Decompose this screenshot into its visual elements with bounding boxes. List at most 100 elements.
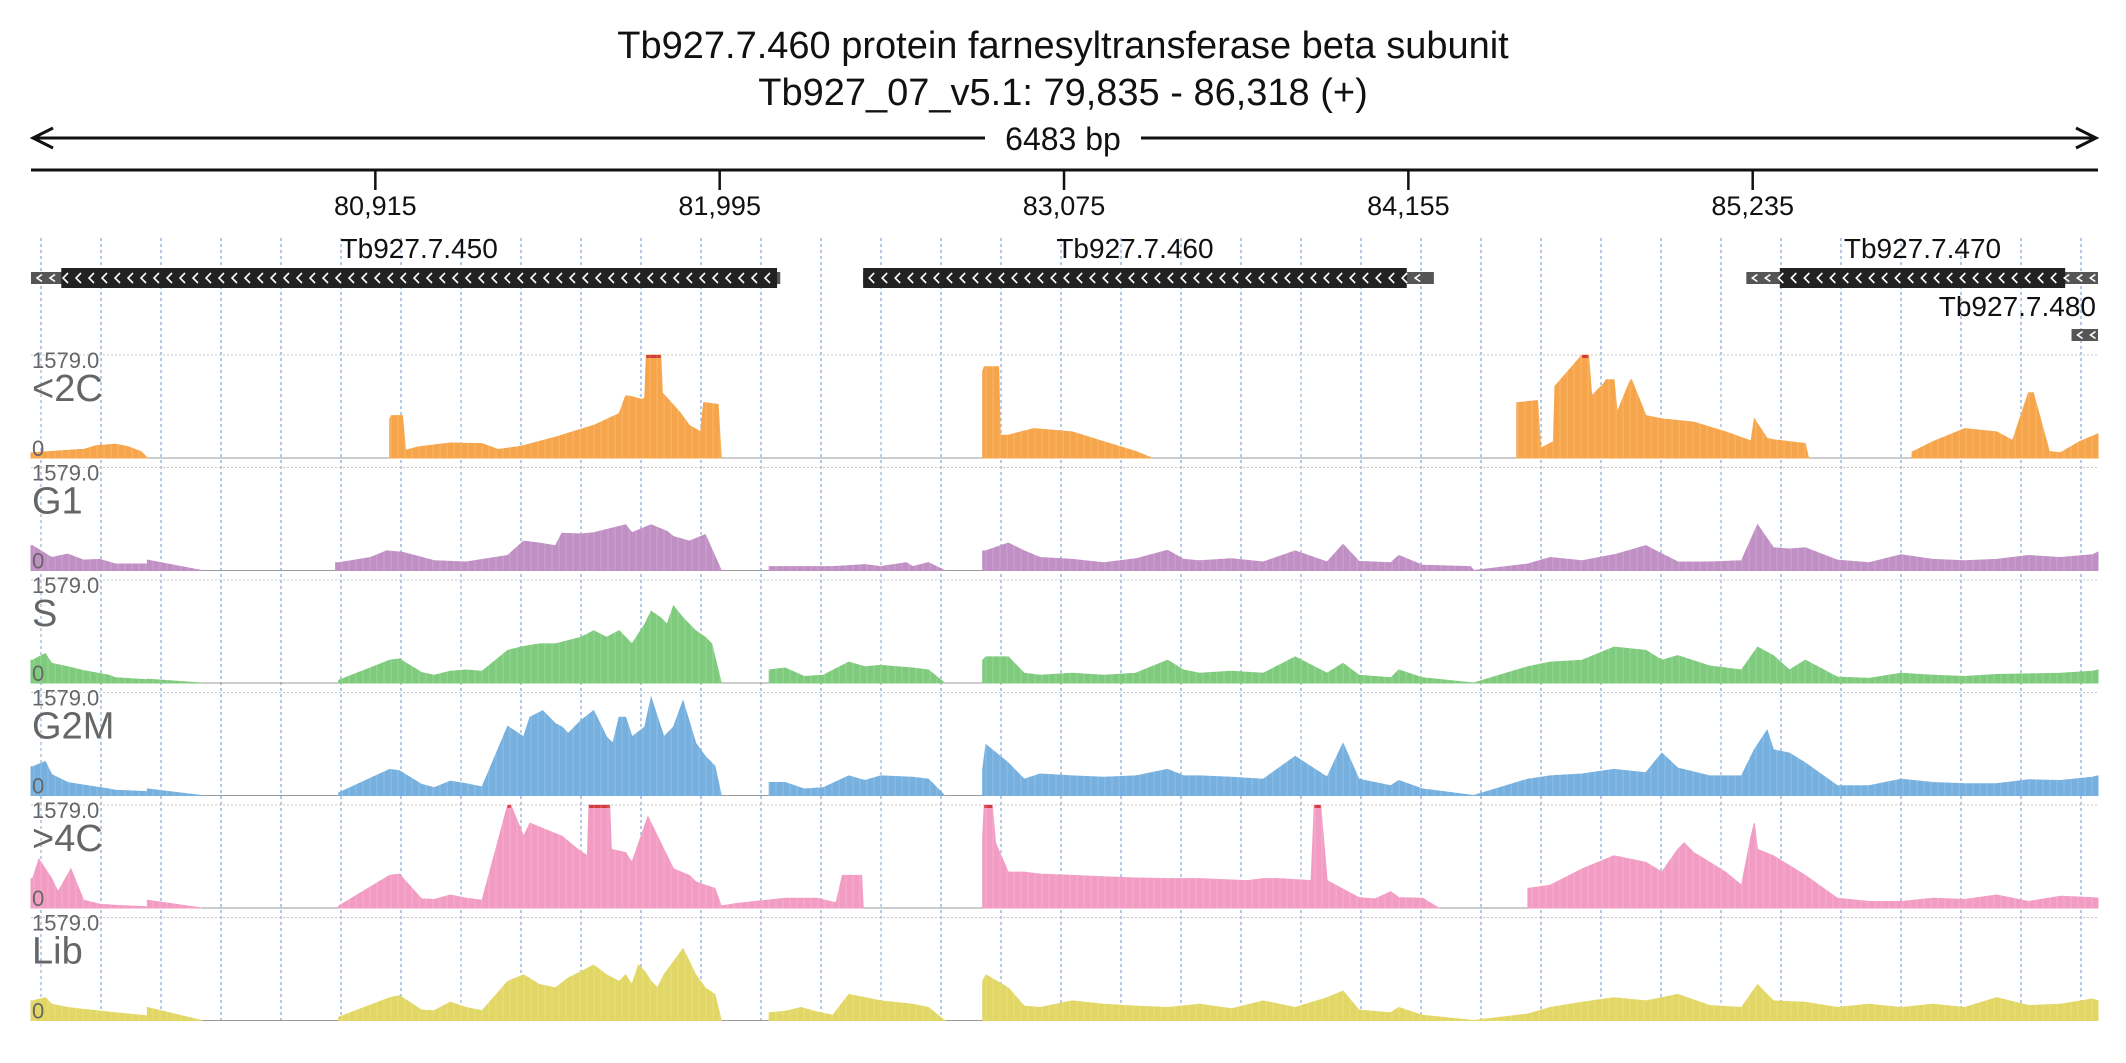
strand-chevron — [1336, 272, 1343, 284]
genome-axis: 80,915 81,995 83,075 84,155 85,235 — [31, 168, 2098, 221]
strand-chevron — [1193, 272, 1200, 284]
strand-chevron — [737, 272, 745, 284]
strand-chevron — [100, 272, 108, 284]
strand-chevron — [1375, 272, 1382, 284]
coverage-area — [982, 729, 2099, 797]
strand-chevron — [1894, 272, 1901, 284]
strand-chevron — [1180, 272, 1187, 284]
strand-chevron — [464, 272, 472, 284]
coverage-area — [1911, 392, 2099, 459]
strand-chevron — [907, 272, 914, 284]
strand-chevron — [477, 272, 485, 284]
track-name: S — [32, 593, 57, 635]
track-name: >4C — [32, 818, 103, 860]
coverage-area — [982, 974, 2099, 1022]
strand-chevron — [217, 272, 225, 284]
track-name: <2C — [32, 368, 103, 410]
strand-chevron — [1920, 272, 1927, 284]
strand-chevron — [1362, 272, 1369, 284]
track-ymin-label: 0 — [32, 774, 44, 799]
strand-chevron — [1868, 272, 1875, 284]
strand-chevron — [334, 272, 342, 284]
coverage-area — [768, 562, 945, 571]
strand-chevron — [191, 272, 199, 284]
strand-chevron — [269, 272, 277, 284]
strand-chevron — [646, 272, 654, 284]
coverage-area — [982, 804, 1441, 909]
track-name: Lib — [32, 931, 83, 973]
coverage-area — [1516, 354, 1810, 459]
coverage-area — [338, 804, 864, 909]
gene-model: Tb927.7.480 — [1939, 291, 2098, 341]
strand-chevron — [2088, 273, 2096, 283]
strand-chevron — [1219, 272, 1226, 284]
strand-chevron — [1232, 272, 1239, 284]
strand-chevron — [1842, 272, 1849, 284]
strand-chevron — [685, 272, 693, 284]
track-name: G1 — [32, 481, 83, 523]
strand-chevron — [1933, 272, 1940, 284]
coverage-area — [30, 997, 202, 1021]
strand-chevron — [490, 272, 498, 284]
strand-chevron — [386, 272, 394, 284]
strand-chevron — [1284, 272, 1291, 284]
axis-tick-label: 85,235 — [1711, 191, 1794, 221]
strand-chevron — [243, 272, 251, 284]
strand-chevron — [1167, 272, 1174, 284]
strand-chevron — [542, 272, 550, 284]
coverage-area — [768, 775, 946, 796]
grid-lines — [40, 238, 2082, 1020]
strand-chevron — [1089, 272, 1096, 284]
strand-chevron — [438, 272, 446, 284]
strand-chevron — [2062, 273, 2070, 283]
strand-chevron — [1413, 273, 1421, 283]
figure-title: Tb927.7.460 protein farnesyltransferase … — [617, 25, 1509, 67]
strand-chevron — [607, 272, 615, 284]
strand-chevron — [1115, 272, 1122, 284]
strand-chevron — [74, 272, 82, 284]
strand-chevron — [555, 272, 563, 284]
coverage-area — [982, 646, 2099, 684]
gene-model: Tb927.7.470 — [1746, 233, 2098, 288]
coverage-track: 1579.0<2C 0 — [30, 348, 2099, 461]
clipped-peak-marker — [984, 805, 993, 808]
strand-chevron — [503, 272, 511, 284]
span-arrow-left-head — [29, 126, 54, 150]
strand-chevron — [1816, 272, 1823, 284]
clipped-peak-marker — [1582, 355, 1589, 358]
gene-label: Tb927.7.470 — [1844, 233, 2001, 264]
strand-chevron — [1141, 272, 1148, 284]
strand-chevron — [2050, 272, 2057, 284]
coverage-area — [768, 661, 946, 684]
strand-chevrons — [868, 272, 1421, 284]
strand-chevron — [1972, 272, 1979, 284]
strand-chevron — [126, 272, 134, 284]
strand-chevrons — [2076, 330, 2096, 340]
coverage-area — [30, 443, 149, 459]
strand-chevron — [1349, 272, 1356, 284]
gene-model: Tb927.7.450 — [31, 233, 781, 288]
strand-chevron — [750, 272, 758, 284]
strand-chevron — [698, 272, 706, 284]
strand-chevron — [959, 272, 966, 284]
strand-chevron — [868, 272, 875, 284]
coverage-track: 1579.0S 0 — [30, 573, 2099, 686]
track-ymin-label: 0 — [32, 661, 44, 686]
strand-chevron — [1271, 272, 1278, 284]
span-length-label: 6483 bp — [1005, 121, 1121, 157]
coverage-area — [30, 857, 202, 909]
coverage-area — [982, 366, 1152, 459]
clipped-peak-marker — [507, 805, 511, 808]
strand-chevron — [1258, 272, 1265, 284]
strand-chevron — [881, 272, 888, 284]
strand-chevron — [633, 272, 641, 284]
strand-chevron — [933, 272, 940, 284]
gene-utr — [2071, 329, 2098, 341]
strand-chevron — [1388, 272, 1395, 284]
strand-chevron — [178, 272, 186, 284]
track-ymax-label: 1579.0 — [32, 911, 99, 936]
strand-chevron — [1297, 272, 1304, 284]
